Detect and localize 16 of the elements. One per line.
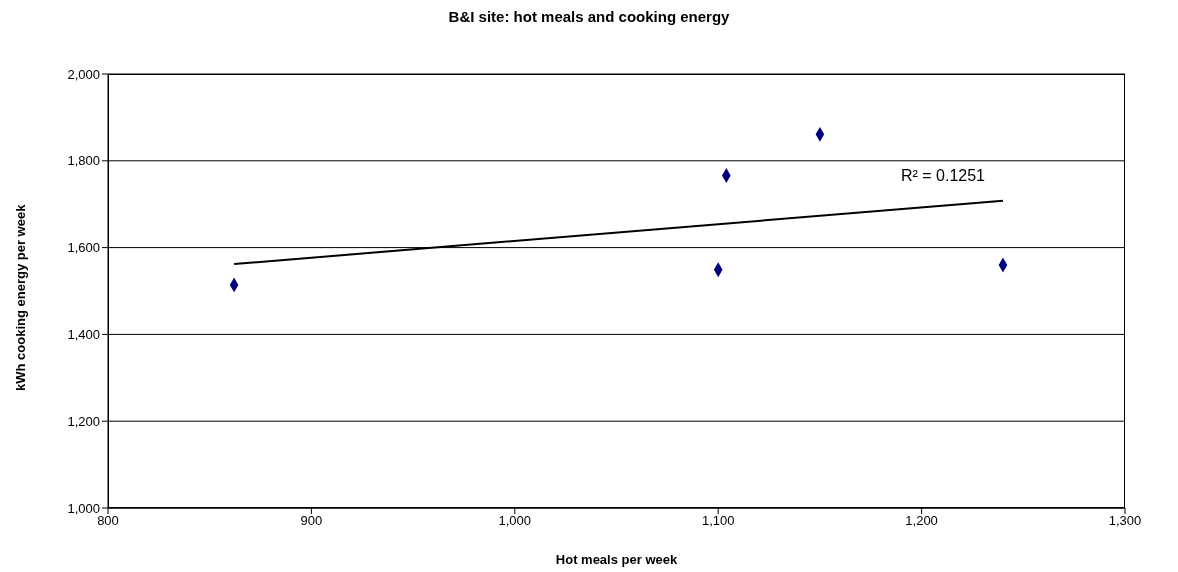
y-tick-label: 1,000 [67, 500, 100, 516]
y-tick-label: 1,800 [67, 153, 100, 169]
x-tick-label: 1,200 [905, 513, 938, 529]
x-tick-label: 1,000 [498, 513, 532, 529]
x-tick-label: 1,300 [1108, 513, 1142, 529]
x-tick-label: 1,100 [701, 513, 735, 529]
chart-title: B&I site: hot meals and cooking energy [447, 7, 731, 27]
annotation: R² = 0.1251 [900, 166, 986, 184]
y-tick-label: 1,200 [67, 413, 100, 429]
y-tick-label: 1,400 [67, 327, 100, 343]
y-tick-label: 2,000 [67, 66, 100, 82]
x-tick-label: 800 [97, 513, 119, 529]
x-axis-title: Hot meals per week [555, 552, 678, 567]
y-tick-label: 1,600 [67, 240, 100, 256]
y-axis-title: kWh cooking energy per week [12, 203, 28, 391]
x-tick-label: 900 [300, 513, 323, 529]
